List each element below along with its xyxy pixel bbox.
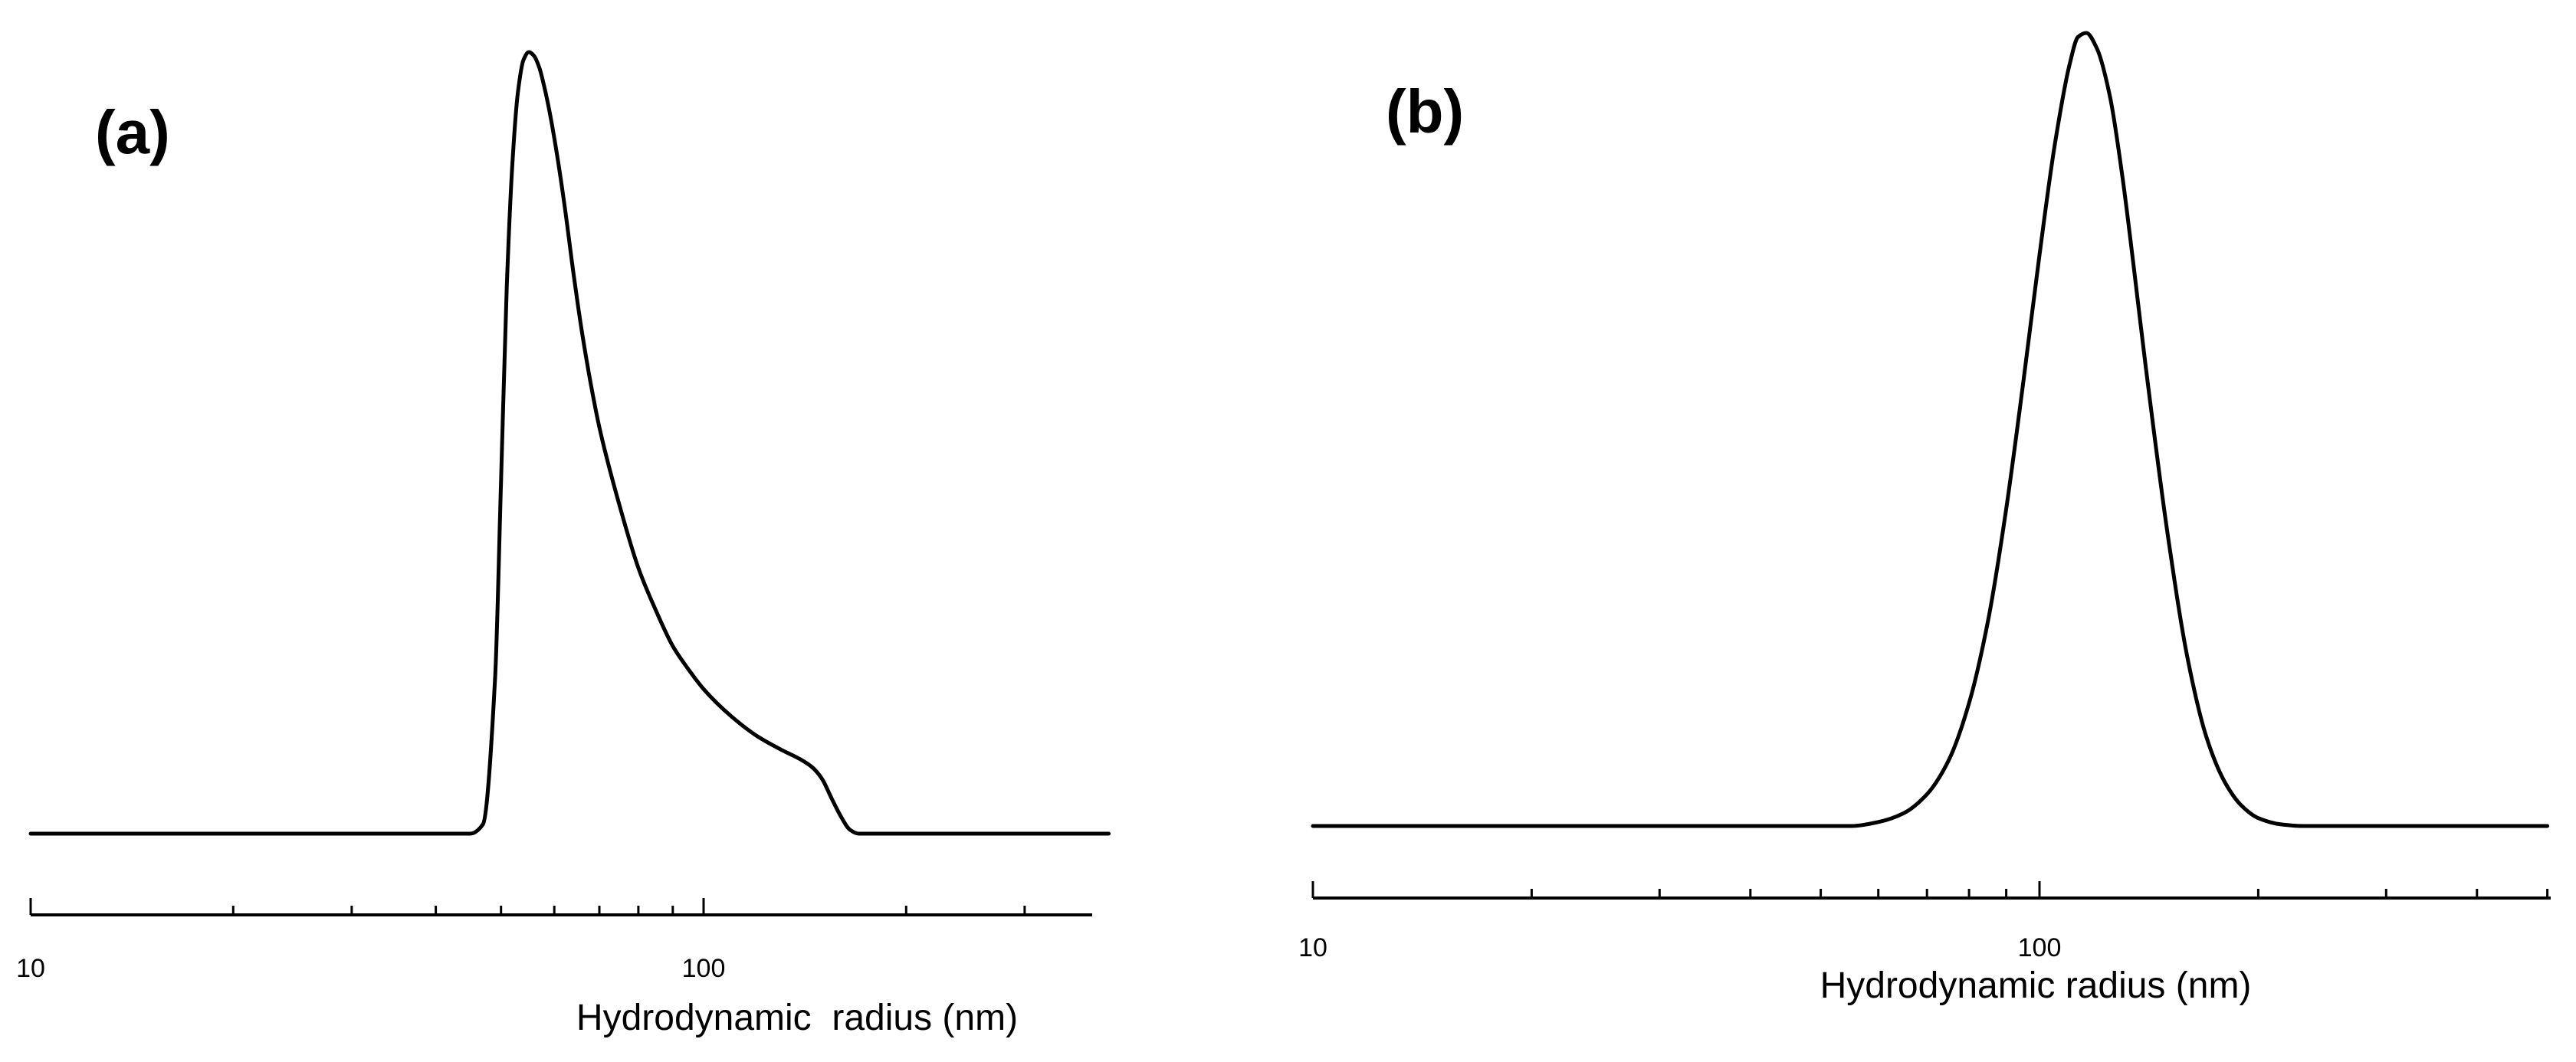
panel-a: (a) 10 100 Hydrodynamic radius (nm) [16,50,1111,1038]
tick-label-10-b: 10 [1298,933,1327,962]
tick-label-100-a: 100 [682,954,726,983]
tick-label-10-a: 10 [16,954,45,983]
tick-label-100-b: 100 [2018,933,2062,962]
series-line-b [1311,31,2550,828]
panel-a-label: (a) [95,98,170,166]
x-axis-title-b: Hydrodynamic radius (nm) [1820,965,2252,1006]
x-ticks-b [1311,881,2549,898]
panel-b-label: (b) [1386,77,1464,146]
x-axis-title-a: Hydrodynamic radius (nm) [576,998,1018,1038]
panel-b: (b) 10 100 Hydrodynamic radius (nm) [1298,31,2551,1006]
series-line-a [28,50,1111,836]
x-ticks-a [29,898,1026,915]
